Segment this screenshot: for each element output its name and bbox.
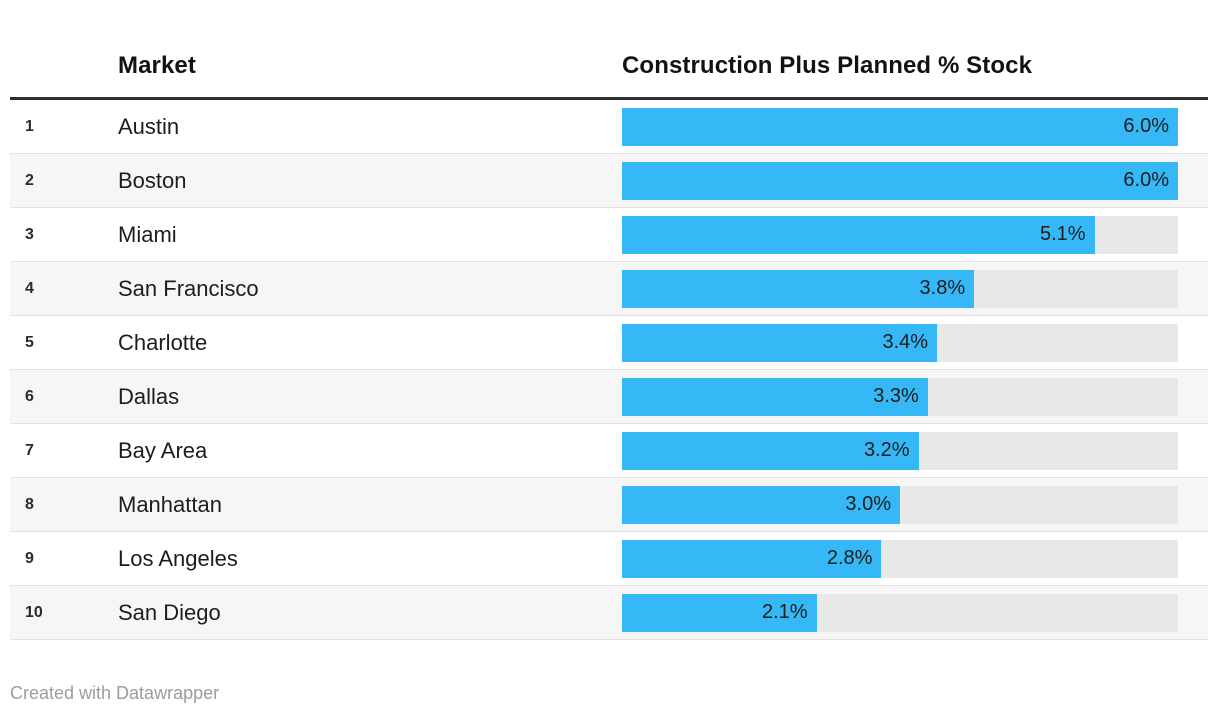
bar-value-label: 3.2% — [863, 439, 910, 461]
bar-value-label: 3.4% — [882, 331, 929, 353]
bar: 3.4% — [622, 323, 938, 362]
market-label: Dallas — [118, 383, 180, 409]
bar: 3.0% — [622, 485, 900, 524]
bar-track: 6.0% — [622, 107, 1178, 146]
rank-label: 4 — [25, 279, 34, 297]
bar-cell: 3.0% — [622, 485, 1208, 524]
market-label: Manhattan — [118, 491, 222, 517]
bar-value-label: 6.0% — [1123, 169, 1169, 191]
bar-value-label: 3.3% — [873, 385, 919, 407]
table-row: 5 Charlotte 3.4% — [10, 316, 1208, 370]
market-label: Charlotte — [118, 329, 208, 355]
bar-track: 2.1% — [622, 593, 1178, 632]
market-label: Austin — [118, 113, 180, 139]
rank-label: 1 — [25, 117, 34, 135]
table-row: 10 San Diego 2.1% — [10, 586, 1208, 640]
bar: 6.0% — [622, 107, 1178, 146]
bar-track: 3.8% — [622, 269, 1178, 308]
bar-track: 5.1% — [622, 215, 1178, 254]
market-label: Los Angeles — [118, 545, 238, 571]
datawrapper-attribution-link[interactable]: Created with Datawrapper — [10, 683, 220, 703]
bar-cell: 5.1% — [622, 215, 1208, 254]
bar-value-label: 6.0% — [1123, 115, 1169, 137]
column-header-value: Construction Plus Planned % Stock — [622, 52, 1033, 79]
bar-track: 3.2% — [622, 431, 1178, 470]
bar-cell: 2.1% — [622, 593, 1208, 632]
market-label: Bay Area — [118, 437, 208, 463]
table-body: 1 Austin 6.0% 2 Boston 6.0% 3 Miami 5.1% 4 San Fra… — [10, 100, 1208, 640]
table-row: 7 Bay Area 3.2% — [10, 424, 1208, 478]
bar-value-label: 2.1% — [762, 601, 808, 623]
market-label: Miami — [118, 221, 177, 247]
bar-value-label: 3.0% — [845, 493, 891, 515]
bar-track: 2.8% — [622, 539, 1178, 578]
table-row: 4 San Francisco 3.8% — [10, 262, 1208, 316]
rank-label: 7 — [25, 441, 34, 459]
rank-label: 10 — [25, 603, 43, 621]
bar: 2.8% — [622, 539, 882, 578]
bar-track: 3.0% — [622, 485, 1178, 524]
market-label: San Diego — [118, 599, 221, 625]
bar-cell: 6.0% — [622, 107, 1208, 146]
rank-label: 5 — [25, 333, 34, 351]
bar: 6.0% — [622, 161, 1178, 200]
bar-cell: 3.4% — [622, 323, 1208, 362]
bar: 5.1% — [622, 215, 1095, 254]
bar: 2.1% — [622, 593, 817, 632]
bar-track: 3.4% — [622, 323, 1178, 362]
bar-value-label: 5.1% — [1040, 223, 1086, 245]
bar: 3.8% — [622, 269, 975, 308]
bar-cell: 3.3% — [622, 377, 1208, 416]
bar-cell: 2.8% — [622, 539, 1208, 578]
bar-value-label: 2.8% — [826, 547, 873, 569]
table-row: 6 Dallas 3.3% — [10, 370, 1208, 424]
table-row: 1 Austin 6.0% — [10, 100, 1208, 154]
table-row: 3 Miami 5.1% — [10, 208, 1208, 262]
bar-track: 3.3% — [622, 377, 1178, 416]
rank-label: 6 — [25, 387, 34, 405]
table-header: Market Construction Plus Planned % Stock — [10, 0, 1208, 97]
rank-label: 2 — [25, 171, 34, 189]
bar-track: 6.0% — [622, 161, 1178, 200]
bar: 3.3% — [622, 377, 928, 416]
header-rule — [10, 97, 1208, 100]
market-label: Boston — [118, 167, 187, 193]
bar-cell: 3.2% — [622, 431, 1208, 470]
column-header-market: Market — [118, 52, 196, 79]
bar-cell: 6.0% — [622, 161, 1208, 200]
table-row: 2 Boston 6.0% — [10, 154, 1208, 208]
table-row: 9 Los Angeles 2.8% — [10, 532, 1208, 586]
rank-label: 9 — [25, 549, 34, 567]
bar-cell: 3.8% — [622, 269, 1208, 308]
rank-label: 8 — [25, 495, 34, 513]
market-label: San Francisco — [118, 275, 259, 301]
table-row: 8 Manhattan 3.0% — [10, 478, 1208, 532]
bar: 3.2% — [622, 431, 919, 470]
bar-value-label: 3.8% — [919, 277, 966, 299]
rank-label: 3 — [25, 225, 34, 243]
